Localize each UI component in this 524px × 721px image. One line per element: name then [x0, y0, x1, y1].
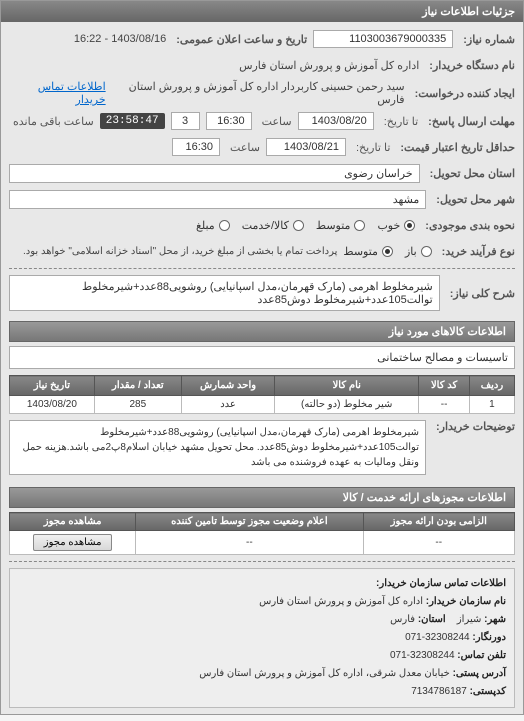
perm-col-view: مشاهده مجوز — [10, 513, 136, 531]
col-code: کد کالا — [419, 376, 470, 396]
need-title-value: شیرمخلوط اهرمی (مارک قهرمان،مدل اسپانیای… — [9, 275, 440, 311]
cell-qty: 285 — [94, 396, 181, 414]
validity-time: 16:30 — [172, 138, 220, 156]
validity-label: حداقل تاریخ اعتبار قیمت: — [400, 141, 515, 154]
validity-date: 1403/08/21 — [266, 138, 346, 156]
request-no-label: شماره نیاز: — [463, 33, 515, 46]
cell-row: 1 — [469, 396, 514, 414]
prefix-label: دورنگار: — [472, 632, 506, 643]
wallet-amount-label: مبلغ — [196, 219, 215, 232]
panel-title: جزئیات اطلاعات نیاز — [1, 1, 523, 22]
province-label: استان محل تحویل: — [430, 167, 515, 180]
wallet-goods-label: کالا/خدمت — [242, 219, 289, 232]
buyer-contact-info: اطلاعات تماس سازمان خریدار: نام سازمان خ… — [9, 568, 515, 708]
city-value: مشهد — [9, 190, 426, 209]
perm-required: -- — [363, 531, 515, 555]
wallet-mid-radio[interactable] — [354, 220, 365, 231]
validity-to-label: تا تاریخ: — [356, 141, 390, 154]
announce-label: تاریخ و ساعت اعلان عمومی: — [176, 33, 307, 46]
buyer-value: اداره کل آموزش و پرورش استان فارس — [239, 59, 419, 72]
footer-city: شیراز — [457, 614, 482, 625]
perm-col-required: الزامی بودن ارائه مجوز — [363, 513, 515, 531]
requester-label: ایجاد کننده درخواست: — [415, 87, 515, 100]
wallet-mid-label: متوسط — [316, 219, 351, 232]
org-label: نام سازمان خریدار: — [426, 596, 506, 607]
cell-code: -- — [419, 396, 470, 414]
wallet-label: نحوه بندی موجودی: — [425, 219, 515, 232]
prefix-value: 32308244-071 — [405, 632, 470, 643]
goods-category: تاسیسات و مصالح ساختمانی — [9, 346, 515, 369]
cell-name: شیر مخلوط (دو حالته) — [275, 396, 419, 414]
province-value: خراسان رضوی — [9, 164, 420, 183]
cell-unit: عدد — [181, 396, 274, 414]
col-row: ردیف — [469, 376, 514, 396]
city-label: شهر محل تحویل: — [436, 193, 515, 206]
announce-value: 1403/08/16 - 16:22 — [74, 33, 166, 45]
deadline-date: 1403/08/20 — [298, 112, 374, 130]
buyer-label: نام دستگاه خریدار: — [429, 59, 515, 72]
separator-2 — [9, 561, 515, 562]
cell-date: 1403/08/20 — [10, 396, 95, 414]
wallet-good-label: خوب — [377, 219, 400, 232]
days-left: 3 — [171, 112, 200, 130]
payment-open-radio[interactable] — [421, 246, 432, 257]
permits-table: الزامی بودن ارائه مجوز اعلام وضعیت مجوز … — [9, 512, 515, 555]
addr-value: خیابان معدل شرقی، اداره کل آموزش و پرورش… — [199, 668, 450, 679]
footer-heading: اطلاعات تماس سازمان خریدار: — [376, 578, 506, 589]
footer-city-label: شهر: — [484, 614, 506, 625]
buyer-desc-value: شیرمخلوط اهرمی (مارک قهرمان،مدل اسپانیای… — [9, 420, 426, 475]
deadline-to-label: تا تاریخ: — [384, 115, 418, 128]
countdown-timer: 23:58:47 — [100, 113, 165, 129]
addr-label: آدرس پستی: — [453, 668, 506, 679]
deadline-time: 16:30 — [206, 112, 252, 130]
separator-1 — [9, 268, 515, 269]
phone-value: 32308244-071 — [390, 650, 455, 661]
remaining-label: ساعت باقی مانده — [13, 115, 94, 128]
org-value: اداره کل آموزش و پرورش استان فارس — [259, 596, 423, 607]
wallet-good-radio[interactable] — [404, 220, 415, 231]
payment-label: نوع فرآیند خرید: — [442, 245, 515, 258]
payment-radio-group: باز متوسط — [343, 245, 431, 258]
buyer-desc-label: توضیحات خریدار: — [436, 420, 515, 433]
goods-section-title: اطلاعات کالاهای مورد نیاز — [9, 321, 515, 342]
need-details-panel: جزئیات اطلاعات نیاز شماره نیاز: 11030036… — [0, 0, 524, 715]
view-permit-button[interactable]: مشاهده مجوز — [33, 534, 113, 551]
need-title-label: شرح کلی نیاز: — [450, 287, 515, 300]
footer-province-label: استان: — [418, 614, 446, 625]
permit-row: -- -- مشاهده مجوز — [10, 531, 515, 555]
perm-col-status: اعلام وضعیت مجوز توسط تامین کننده — [136, 513, 363, 531]
wallet-amount-radio[interactable] — [219, 220, 230, 231]
payment-open-label: باز — [405, 245, 417, 258]
col-name: نام کالا — [275, 376, 419, 396]
phone-label: تلفن تماس: — [457, 650, 506, 661]
col-qty: تعداد / مقدار — [94, 376, 181, 396]
request-no: 1103003679000335 — [313, 30, 453, 48]
time-label-1: ساعت — [262, 115, 292, 128]
time-label-2: ساعت — [230, 141, 260, 154]
col-unit: واحد شمارش — [181, 376, 274, 396]
payment-mid-label: متوسط — [343, 245, 378, 258]
table-row: 1 -- شیر مخلوط (دو حالته) عدد 285 1403/0… — [10, 396, 515, 414]
wallet-goods-radio[interactable] — [293, 220, 304, 231]
payment-mid-radio[interactable] — [382, 246, 393, 257]
goods-table: ردیف کد کالا نام کالا واحد شمارش تعداد /… — [9, 375, 515, 414]
post-value: 7134786187 — [411, 686, 467, 697]
col-date: تاریخ نیاز — [10, 376, 95, 396]
permits-section-title: اطلاعات مجوزهای ارائه خدمت / کالا — [9, 487, 515, 508]
payment-note: پرداخت تمام یا بخشی از مبلغ خرید، از محل… — [23, 246, 337, 257]
footer-province: فارس — [390, 614, 415, 625]
deadline-label: مهلت ارسال پاسخ: — [428, 115, 515, 128]
wallet-radio-group: خوب متوسط کالا/خدمت مبلغ — [196, 219, 415, 232]
post-label: کدپستی: — [470, 686, 506, 697]
buyer-contact-link[interactable]: اطلاعات تماس خریدار — [9, 80, 106, 106]
requester-value: سید رحمن حسینی کاربردار اداره کل آموزش و… — [112, 80, 405, 106]
perm-status: -- — [136, 531, 363, 555]
